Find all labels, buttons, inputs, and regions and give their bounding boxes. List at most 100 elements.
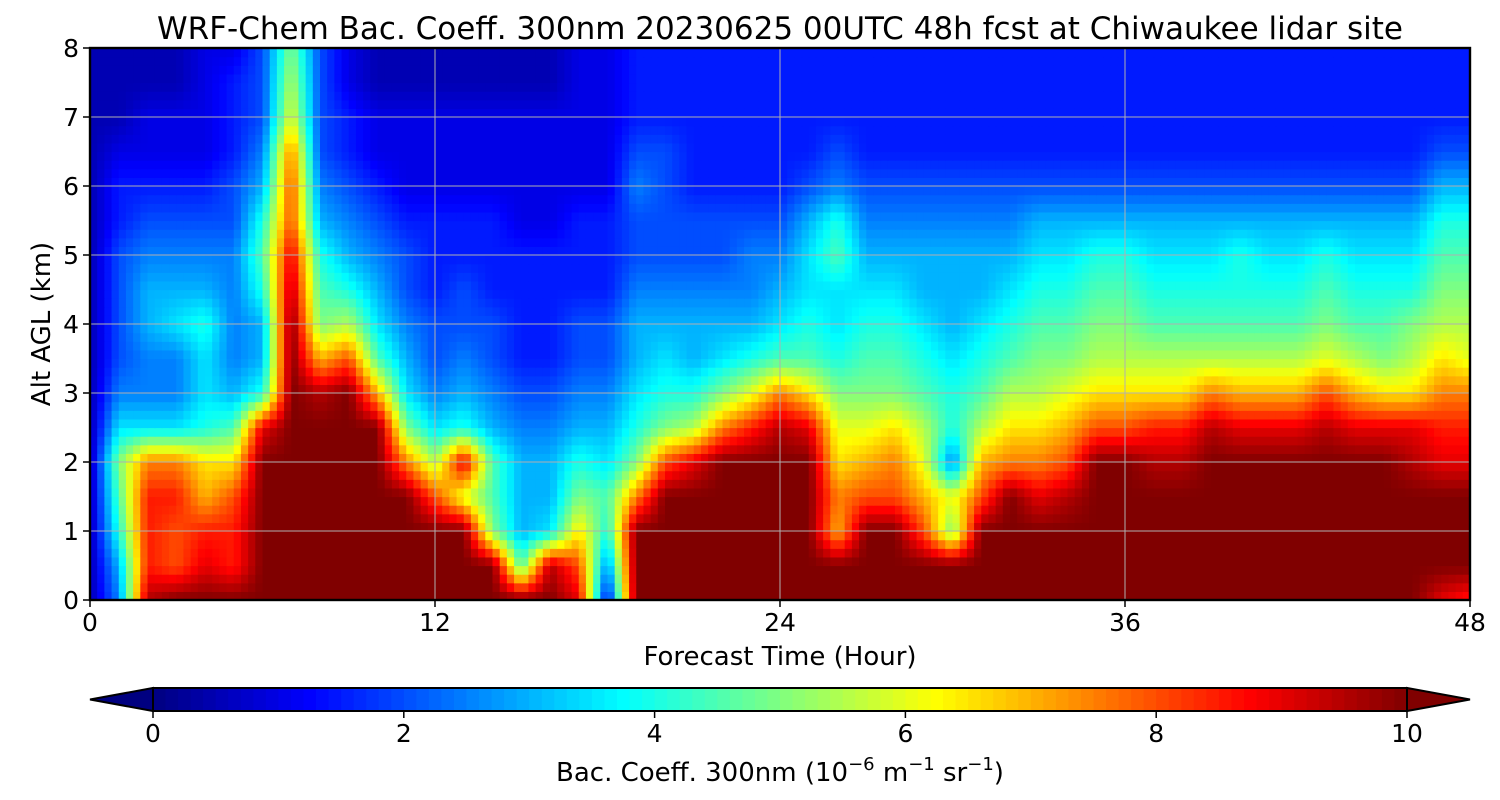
heatmap-cell <box>1240 522 1248 532</box>
heatmap-cell <box>384 393 393 403</box>
heatmap-cell <box>585 470 594 480</box>
heatmap-cell <box>593 462 601 472</box>
heatmap-cell <box>902 410 910 420</box>
heatmap-cell <box>291 418 300 429</box>
heatmap-cell <box>1434 444 1442 454</box>
heatmap-cell <box>1146 539 1155 549</box>
heatmap-cell <box>1319 410 1327 420</box>
heatmap-cell <box>1448 384 1457 394</box>
heatmap-cell <box>1362 444 1370 454</box>
heatmap-cell <box>161 401 170 411</box>
heatmap-cell <box>1247 401 1255 411</box>
heatmap-cell <box>1319 565 1327 575</box>
heatmap-cell <box>118 453 127 463</box>
heatmap-cell <box>413 453 422 463</box>
heatmap-cell <box>1405 384 1414 394</box>
heatmap-cell <box>1340 436 1349 446</box>
heatmap-cell <box>866 436 875 446</box>
heatmap-cell <box>686 444 695 454</box>
heatmap-cell <box>506 436 515 446</box>
heatmap-cell <box>887 453 896 463</box>
heatmap-cell <box>657 375 666 385</box>
heatmap-cell <box>348 548 357 558</box>
heatmap-cell <box>722 462 731 472</box>
heatmap-cell <box>377 565 386 575</box>
heatmap-cell <box>478 531 486 541</box>
heatmap-cell <box>657 410 666 420</box>
heatmap-cell <box>1319 384 1327 394</box>
heatmap-cell <box>1067 591 1076 601</box>
heatmap-cell <box>722 574 731 584</box>
heatmap-cell <box>930 522 939 532</box>
heatmap-cell <box>607 531 616 541</box>
heatmap-cell <box>1369 453 1378 463</box>
heatmap-cell <box>1304 384 1313 394</box>
heatmap-cell <box>1045 556 1054 567</box>
heatmap-cell <box>550 436 558 446</box>
heatmap-cell <box>636 582 645 592</box>
heatmap-cell <box>844 384 853 394</box>
heatmap-cell <box>463 556 472 567</box>
heatmap-cell <box>672 410 680 420</box>
heatmap-cell <box>823 531 831 541</box>
heatmap-cell <box>1160 393 1169 403</box>
heatmap-cell <box>578 539 587 549</box>
heatmap-cell <box>406 556 415 567</box>
heatmap-cell <box>1053 393 1061 403</box>
heatmap-cell <box>420 496 429 506</box>
heatmap-cell <box>1218 548 1227 558</box>
heatmap-cell <box>1434 522 1442 532</box>
heatmap-cell <box>578 522 587 532</box>
heatmap-cell <box>1089 410 1097 420</box>
heatmap-cell <box>514 565 522 575</box>
heatmap-cell <box>542 522 551 532</box>
heatmap-cell <box>650 548 659 558</box>
heatmap-cell <box>1045 410 1054 420</box>
heatmap-cell <box>557 436 565 446</box>
heatmap-cell <box>1153 393 1162 403</box>
heatmap-cell <box>363 496 371 506</box>
heatmap-cell <box>1139 556 1148 567</box>
heatmap-cell <box>1045 453 1054 463</box>
heatmap-cell <box>449 453 458 463</box>
heatmap-cell <box>111 582 120 592</box>
heatmap-cell <box>1347 496 1356 506</box>
heatmap-cell <box>1290 470 1299 480</box>
heatmap-cell <box>887 591 896 601</box>
heatmap-cell <box>1024 522 1033 532</box>
heatmap-cell <box>154 453 163 463</box>
heatmap-cell <box>1383 487 1392 498</box>
heatmap-cell <box>1390 462 1399 472</box>
heatmap-cell <box>679 531 688 541</box>
heatmap-cell <box>1304 418 1313 429</box>
heatmap-cell <box>1347 427 1356 437</box>
heatmap-cell <box>377 375 386 385</box>
heatmap-cell <box>140 401 149 411</box>
heatmap-cell <box>111 418 120 429</box>
heatmap-cell <box>1010 436 1018 446</box>
heatmap-cell <box>1240 453 1248 463</box>
heatmap-cell <box>1067 556 1076 567</box>
heatmap-cell <box>636 556 645 567</box>
heatmap-cell <box>636 531 645 541</box>
heatmap-cell <box>1204 505 1212 515</box>
heatmap-cell <box>923 531 932 541</box>
heatmap-cell <box>1311 505 1320 515</box>
heatmap-cell <box>736 513 745 523</box>
heatmap-cell <box>966 591 975 601</box>
heatmap-cell <box>1240 574 1248 584</box>
heatmap-cell <box>1024 505 1033 515</box>
heatmap-cell <box>571 427 580 437</box>
heatmap-cell <box>722 539 731 549</box>
heatmap-cell <box>1024 582 1033 592</box>
heatmap-cell <box>1455 539 1464 549</box>
heatmap-cell <box>578 375 587 385</box>
heatmap-cell <box>320 522 328 532</box>
heatmap-cell <box>456 513 465 523</box>
heatmap-cell <box>930 548 939 558</box>
heatmap-cell <box>240 427 249 437</box>
heatmap-cell <box>535 496 544 506</box>
heatmap-cell <box>909 418 918 429</box>
heatmap-cell <box>765 470 774 480</box>
heatmap-cell <box>1117 574 1126 584</box>
